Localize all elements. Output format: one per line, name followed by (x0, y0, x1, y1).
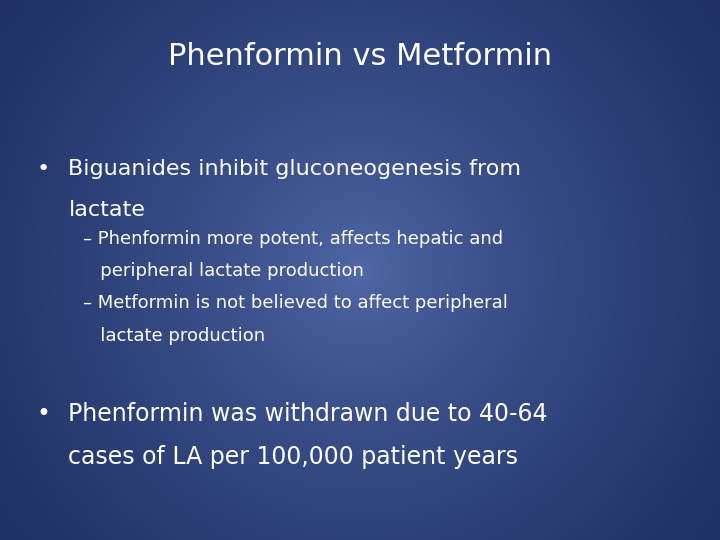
Text: •: • (36, 402, 50, 426)
Text: – Metformin is not believed to affect peripheral: – Metformin is not believed to affect pe… (83, 294, 508, 312)
Text: cases of LA per 100,000 patient years: cases of LA per 100,000 patient years (68, 445, 518, 469)
Text: •: • (37, 159, 50, 179)
Text: Phenformin was withdrawn due to 40-64: Phenformin was withdrawn due to 40-64 (68, 402, 548, 426)
Text: – Phenformin more potent, affects hepatic and: – Phenformin more potent, affects hepati… (83, 230, 503, 247)
Text: Phenformin vs Metformin: Phenformin vs Metformin (168, 42, 552, 71)
Text: peripheral lactate production: peripheral lactate production (83, 262, 364, 280)
Text: lactate production: lactate production (83, 327, 265, 345)
Text: Biguanides inhibit gluconeogenesis from: Biguanides inhibit gluconeogenesis from (68, 159, 521, 179)
Text: lactate: lactate (68, 200, 145, 220)
